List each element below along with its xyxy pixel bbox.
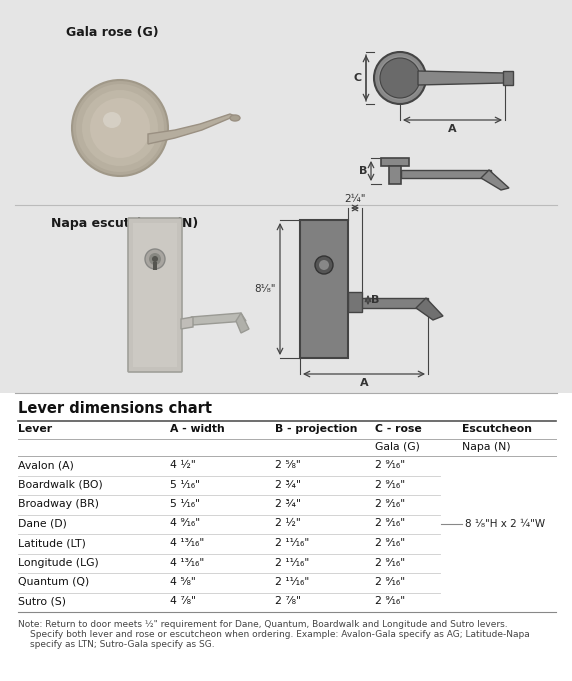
- Polygon shape: [481, 170, 509, 190]
- Circle shape: [145, 249, 165, 269]
- Text: Gala rose (G): Gala rose (G): [66, 26, 158, 39]
- Polygon shape: [236, 313, 249, 333]
- Text: Napa escutcheon (N): Napa escutcheon (N): [51, 217, 198, 230]
- Text: 4 ½": 4 ½": [170, 460, 196, 470]
- Polygon shape: [360, 298, 428, 308]
- Text: 2 ⁷⁄₈": 2 ⁷⁄₈": [275, 597, 301, 607]
- FancyBboxPatch shape: [153, 262, 157, 270]
- FancyBboxPatch shape: [381, 158, 409, 166]
- Text: Boardwalk (BO): Boardwalk (BO): [18, 479, 103, 490]
- Text: A: A: [360, 378, 368, 388]
- Circle shape: [376, 54, 424, 102]
- Text: Lever: Lever: [18, 424, 52, 434]
- Circle shape: [82, 90, 158, 166]
- Text: 2 ¾": 2 ¾": [275, 479, 301, 490]
- Polygon shape: [148, 114, 235, 144]
- Text: 5 ¹⁄₁₆": 5 ¹⁄₁₆": [170, 499, 200, 509]
- Text: Napa (N): Napa (N): [462, 441, 511, 452]
- Text: 2 ⁹⁄₁₆": 2 ⁹⁄₁₆": [375, 460, 405, 470]
- FancyBboxPatch shape: [389, 166, 401, 184]
- Text: C - rose: C - rose: [375, 424, 422, 434]
- Text: 2¼": 2¼": [344, 194, 366, 204]
- Text: Escutcheon: Escutcheon: [462, 424, 532, 434]
- Text: 5 ¹⁄₁₆": 5 ¹⁄₁₆": [170, 479, 200, 490]
- Polygon shape: [416, 298, 443, 320]
- Circle shape: [152, 256, 158, 262]
- Text: Quantum (Q): Quantum (Q): [18, 577, 89, 587]
- Circle shape: [72, 80, 168, 176]
- Circle shape: [319, 260, 329, 270]
- FancyBboxPatch shape: [300, 220, 348, 358]
- Text: 2 ⁹⁄₁₆": 2 ⁹⁄₁₆": [375, 479, 405, 490]
- Text: 4 ⁷⁄₈": 4 ⁷⁄₈": [170, 597, 196, 607]
- Text: 2 ¾": 2 ¾": [275, 499, 301, 509]
- Text: Latitude (LT): Latitude (LT): [18, 538, 86, 548]
- FancyBboxPatch shape: [348, 292, 362, 312]
- Text: A: A: [448, 124, 457, 134]
- Circle shape: [374, 52, 426, 104]
- Text: A - width: A - width: [170, 424, 225, 434]
- Text: Longitude (LG): Longitude (LG): [18, 558, 99, 567]
- Text: 8 ¹⁄₈"H x 2 ¼"W: 8 ¹⁄₈"H x 2 ¼"W: [465, 519, 545, 529]
- Text: Lever dimensions chart: Lever dimensions chart: [18, 401, 212, 416]
- Circle shape: [76, 84, 164, 172]
- Text: Dane (D): Dane (D): [18, 518, 67, 528]
- Text: 4 ¹³⁄₁₆": 4 ¹³⁄₁₆": [170, 538, 204, 548]
- Text: 4 ⁹⁄₁₆": 4 ⁹⁄₁₆": [170, 518, 200, 528]
- Circle shape: [380, 58, 420, 98]
- Text: 2 ⁹⁄₁₆": 2 ⁹⁄₁₆": [375, 538, 405, 548]
- Text: Note: Return to door meets ½" requirement for Dane, Quantum, Boardwalk and Longi: Note: Return to door meets ½" requiremen…: [18, 620, 507, 629]
- Bar: [0, 393, 572, 681]
- Text: 2 ⁹⁄₁₆": 2 ⁹⁄₁₆": [375, 518, 405, 528]
- Text: 4 ¹³⁄₁₆": 4 ¹³⁄₁₆": [170, 558, 204, 567]
- Text: 2 ¹¹⁄₁₆": 2 ¹¹⁄₁₆": [275, 558, 309, 567]
- Ellipse shape: [103, 112, 121, 128]
- Circle shape: [378, 56, 422, 100]
- Text: 2 ¹¹⁄₁₆": 2 ¹¹⁄₁₆": [275, 577, 309, 587]
- Text: specify as LTN; Sutro-Gala specify as SG.: specify as LTN; Sutro-Gala specify as SG…: [30, 640, 214, 649]
- Ellipse shape: [230, 115, 240, 121]
- Text: 2 ⁹⁄₁₆": 2 ⁹⁄₁₆": [375, 577, 405, 587]
- Text: 2 ⁹⁄₁₆": 2 ⁹⁄₁₆": [375, 558, 405, 567]
- Circle shape: [315, 256, 333, 274]
- Text: 8¹⁄₈": 8¹⁄₈": [255, 284, 276, 294]
- Text: 4 ⁵⁄₈": 4 ⁵⁄₈": [170, 577, 196, 587]
- Polygon shape: [418, 71, 505, 85]
- Text: Avalon (A): Avalon (A): [18, 460, 74, 470]
- Text: B: B: [371, 295, 379, 305]
- Text: C: C: [354, 73, 362, 83]
- Circle shape: [90, 98, 150, 158]
- Text: B: B: [359, 166, 367, 176]
- Polygon shape: [401, 170, 491, 178]
- Text: Specify both lever and rose or escutcheon when ordering. Example: Avalon-Gala sp: Specify both lever and rose or escutcheo…: [30, 630, 530, 639]
- Text: Sutro (S): Sutro (S): [18, 597, 66, 607]
- Text: 2 ⁹⁄₁₆": 2 ⁹⁄₁₆": [375, 597, 405, 607]
- Text: 2 ¹¹⁄₁₆": 2 ¹¹⁄₁₆": [275, 538, 309, 548]
- FancyBboxPatch shape: [128, 218, 182, 372]
- Text: B - projection: B - projection: [275, 424, 358, 434]
- FancyBboxPatch shape: [133, 223, 177, 367]
- Text: 2 ⁹⁄₁₆": 2 ⁹⁄₁₆": [375, 499, 405, 509]
- FancyBboxPatch shape: [503, 71, 513, 85]
- Polygon shape: [191, 313, 246, 325]
- Text: Gala (G): Gala (G): [375, 441, 420, 452]
- Text: 2 ⁵⁄₈": 2 ⁵⁄₈": [275, 460, 301, 470]
- Text: Broadway (BR): Broadway (BR): [18, 499, 99, 509]
- Circle shape: [149, 253, 161, 265]
- Text: 2 ½": 2 ½": [275, 518, 301, 528]
- Polygon shape: [181, 317, 193, 329]
